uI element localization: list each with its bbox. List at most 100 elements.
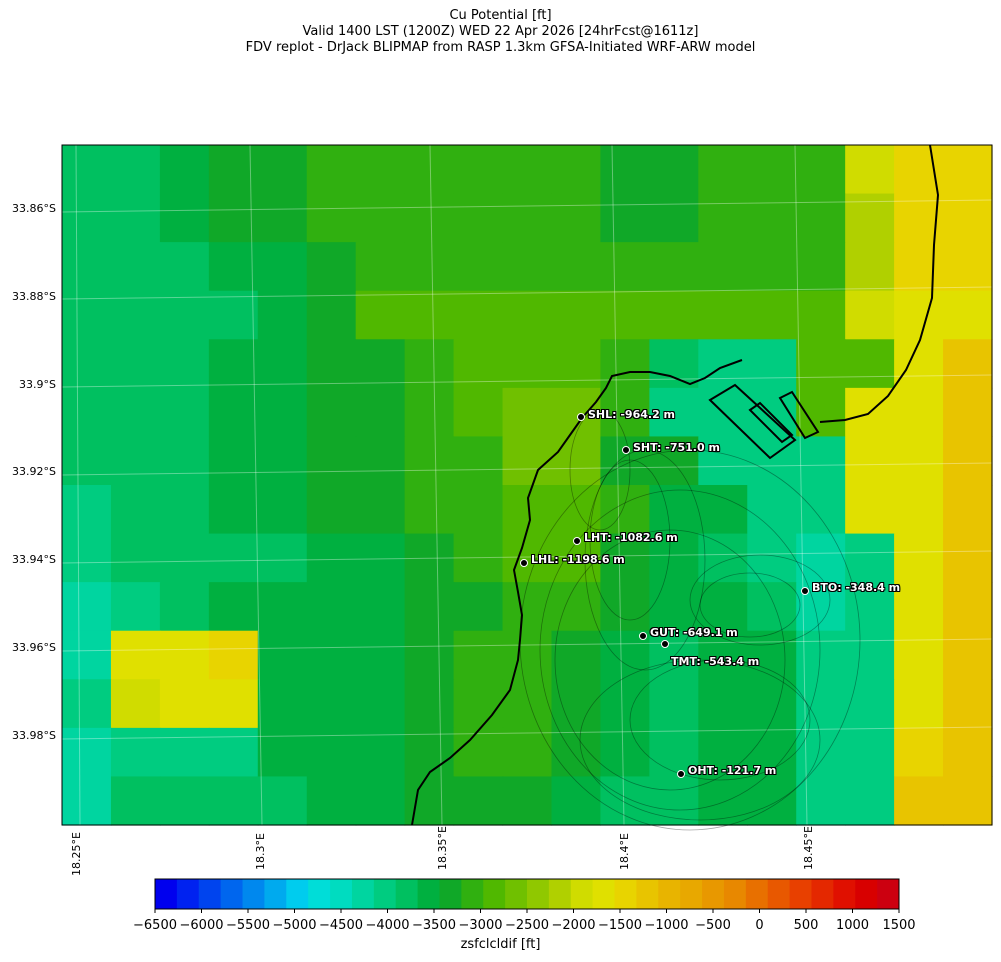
field-cell bbox=[551, 679, 602, 729]
field-cell bbox=[257, 630, 308, 680]
field-cell bbox=[796, 145, 846, 195]
field-cell bbox=[747, 242, 797, 292]
colorbar-swatch bbox=[855, 879, 878, 909]
field-cell bbox=[453, 776, 504, 826]
colorbar-tick-label: −5000 bbox=[272, 918, 317, 933]
colorbar-tick-label: 1500 bbox=[882, 918, 916, 933]
colorbar-swatch bbox=[220, 879, 244, 909]
field-cell bbox=[894, 582, 944, 632]
field-cell bbox=[600, 387, 650, 438]
coastline-east bbox=[819, 144, 940, 423]
colorbar-swatch bbox=[833, 879, 856, 909]
field-cell bbox=[159, 533, 210, 583]
field-cell bbox=[747, 776, 797, 826]
field-cell bbox=[943, 630, 993, 680]
field-cell bbox=[62, 533, 112, 583]
station-label-gut: GUT: -649.1 m bbox=[650, 626, 738, 639]
field-cell bbox=[600, 242, 650, 292]
field-cell bbox=[698, 339, 748, 389]
field-cell bbox=[796, 776, 846, 826]
field-cell bbox=[551, 485, 602, 535]
field-cell bbox=[404, 485, 455, 535]
colorbar-swatch bbox=[330, 879, 353, 909]
field-cell bbox=[600, 290, 650, 340]
field-cell bbox=[62, 436, 112, 486]
field-cell bbox=[62, 776, 112, 826]
field-cell bbox=[600, 339, 650, 389]
colorbar-swatch bbox=[155, 879, 178, 909]
field-cell bbox=[404, 387, 455, 438]
colorbar-swatch bbox=[723, 879, 747, 909]
colorbar-swatch bbox=[658, 879, 681, 909]
colorbar-swatch bbox=[395, 879, 419, 909]
field-cell bbox=[943, 436, 993, 486]
colorbar-tick-label: −3500 bbox=[412, 918, 456, 933]
field-cell bbox=[649, 145, 699, 195]
field-cell bbox=[355, 582, 406, 632]
field-cell bbox=[159, 339, 210, 389]
field-cell bbox=[404, 582, 455, 632]
field-cell bbox=[698, 436, 748, 486]
field-cell bbox=[110, 242, 161, 292]
field-cell bbox=[649, 387, 699, 438]
field-cell bbox=[62, 679, 112, 729]
field-cell bbox=[698, 242, 748, 292]
field-cell bbox=[453, 193, 504, 243]
field-cell bbox=[649, 242, 699, 292]
colorbar-swatch bbox=[198, 879, 222, 909]
field-cell bbox=[306, 485, 357, 535]
field-cell bbox=[649, 727, 699, 778]
contour-line bbox=[689, 554, 831, 646]
colorbar-swatch bbox=[351, 879, 375, 909]
field-cell bbox=[600, 533, 650, 583]
field-cell bbox=[796, 242, 846, 292]
field-cell bbox=[404, 679, 455, 729]
field-cell bbox=[747, 485, 797, 535]
field-cell bbox=[747, 533, 797, 583]
field-cell bbox=[208, 387, 259, 438]
colorbar-swatch bbox=[308, 879, 331, 909]
field-cell bbox=[404, 290, 455, 340]
field-cell bbox=[747, 727, 797, 778]
colorbar-swatch bbox=[176, 879, 200, 909]
colorbar-tick-label: −5500 bbox=[226, 918, 270, 933]
field-cell bbox=[894, 339, 944, 389]
field-cell bbox=[551, 242, 602, 292]
contour-line bbox=[539, 489, 821, 811]
field-cell bbox=[453, 436, 504, 486]
field-cell bbox=[62, 387, 112, 438]
field-cell bbox=[159, 582, 210, 632]
field-cell bbox=[404, 193, 455, 243]
colorbar-swatch bbox=[636, 879, 659, 909]
field-cell bbox=[943, 387, 993, 438]
field-cell bbox=[306, 145, 357, 195]
field-cell bbox=[502, 339, 553, 389]
colorbar-swatch bbox=[877, 879, 900, 909]
field-cell bbox=[208, 727, 259, 778]
field-cell bbox=[502, 630, 553, 680]
field-cell bbox=[943, 533, 993, 583]
field-cell bbox=[62, 630, 112, 680]
field-cell bbox=[894, 290, 944, 340]
contour-line bbox=[554, 529, 786, 791]
field-cell bbox=[257, 242, 308, 292]
colorbar-tick-label: −2500 bbox=[505, 918, 549, 933]
field-cell bbox=[306, 727, 357, 778]
lat-gridline bbox=[61, 199, 993, 213]
harbour-breakwater bbox=[708, 383, 797, 460]
coastline-west bbox=[411, 359, 743, 826]
field-cell bbox=[110, 776, 161, 826]
title-line-3: FDV replot - DrJack BLIPMAP from RASP 1.… bbox=[245, 40, 756, 55]
field-cell bbox=[110, 193, 161, 243]
field-cell bbox=[698, 533, 748, 583]
colorbar-tick-label: −4500 bbox=[319, 918, 363, 933]
field-cell bbox=[257, 339, 308, 389]
colorbar-swatch bbox=[811, 879, 834, 909]
field-cell bbox=[698, 679, 748, 729]
field-cell bbox=[453, 582, 504, 632]
field-cell bbox=[453, 145, 504, 195]
field-cell bbox=[649, 630, 699, 680]
field-cell bbox=[894, 242, 944, 292]
field-cell bbox=[355, 242, 406, 292]
